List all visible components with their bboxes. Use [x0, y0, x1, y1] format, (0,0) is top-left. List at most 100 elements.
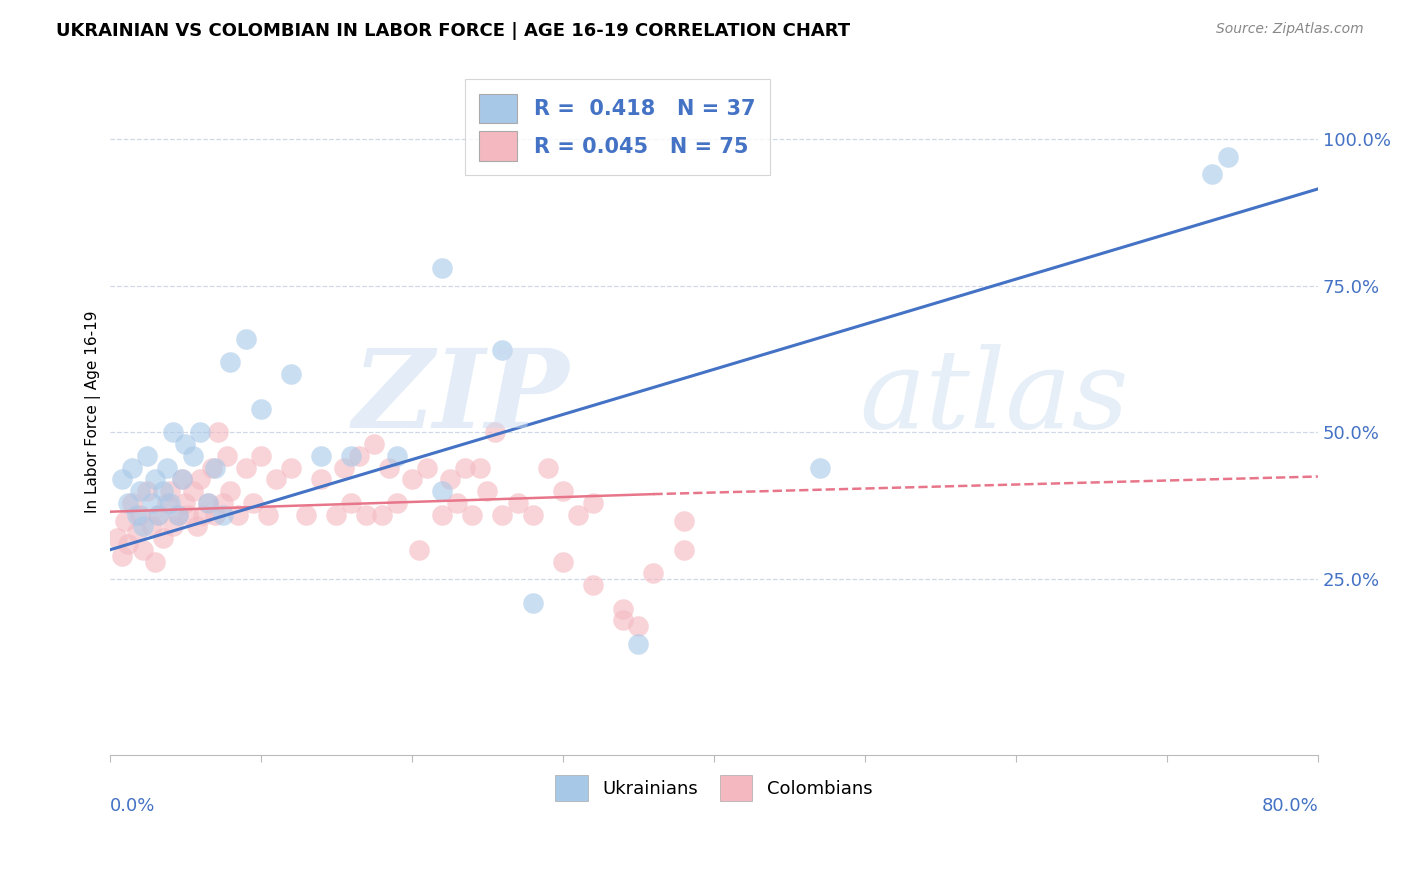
Point	[174, 437, 197, 451]
Point	[356, 508, 378, 522]
Point	[522, 596, 544, 610]
Point	[280, 460, 302, 475]
Point	[193, 508, 215, 522]
Point	[204, 460, 226, 475]
Point	[146, 508, 169, 522]
Point	[235, 332, 257, 346]
Point	[385, 449, 408, 463]
Point	[152, 531, 174, 545]
Text: 80.0%: 80.0%	[1261, 797, 1319, 814]
Point	[551, 555, 574, 569]
Point	[333, 460, 356, 475]
Point	[808, 460, 831, 475]
Point	[249, 449, 271, 463]
Point	[401, 472, 423, 486]
Point	[430, 508, 453, 522]
Point	[159, 496, 181, 510]
Text: Source: ZipAtlas.com: Source: ZipAtlas.com	[1216, 22, 1364, 37]
Point	[125, 508, 148, 522]
Point	[522, 508, 544, 522]
Point	[672, 542, 695, 557]
Point	[111, 472, 134, 486]
Point	[1216, 150, 1239, 164]
Point	[172, 472, 194, 486]
Point	[264, 472, 287, 486]
Point	[128, 484, 150, 499]
Point	[378, 460, 401, 475]
Point	[461, 508, 484, 522]
Point	[117, 496, 139, 510]
Point	[166, 508, 188, 522]
Point	[439, 472, 461, 486]
Point	[174, 496, 197, 510]
Point	[1201, 167, 1223, 181]
Point	[612, 601, 634, 615]
Point	[132, 542, 155, 557]
Point	[491, 508, 513, 522]
Point	[181, 484, 204, 499]
Text: ZIP: ZIP	[353, 344, 569, 452]
Point	[446, 496, 468, 510]
Point	[226, 508, 249, 522]
Point	[582, 496, 605, 510]
Point	[197, 496, 219, 510]
Point	[177, 508, 200, 522]
Point	[204, 508, 226, 522]
Point	[567, 508, 589, 522]
Point	[188, 472, 211, 486]
Point	[166, 508, 188, 522]
Point	[537, 460, 560, 475]
Point	[484, 425, 506, 440]
Legend: Ukrainians, Colombians: Ukrainians, Colombians	[548, 768, 880, 808]
Point	[612, 613, 634, 627]
Point	[325, 508, 347, 522]
Point	[672, 514, 695, 528]
Point	[156, 460, 179, 475]
Point	[207, 425, 229, 440]
Point	[201, 460, 224, 475]
Point	[627, 619, 650, 633]
Point	[217, 449, 239, 463]
Point	[295, 508, 318, 522]
Point	[643, 566, 665, 581]
Point	[172, 472, 194, 486]
Point	[162, 425, 184, 440]
Point	[114, 514, 136, 528]
Point	[156, 496, 179, 510]
Point	[186, 519, 208, 533]
Point	[280, 367, 302, 381]
Point	[468, 460, 491, 475]
Point	[219, 484, 242, 499]
Point	[152, 484, 174, 499]
Point	[430, 484, 453, 499]
Point	[309, 472, 332, 486]
Point	[136, 484, 159, 499]
Point	[340, 449, 363, 463]
Point	[111, 549, 134, 563]
Text: atlas: atlas	[859, 344, 1129, 452]
Point	[582, 578, 605, 592]
Point	[143, 472, 166, 486]
Point	[347, 449, 370, 463]
Point	[627, 637, 650, 651]
Point	[121, 496, 143, 510]
Point	[212, 508, 235, 522]
Point	[117, 537, 139, 551]
Point	[385, 496, 408, 510]
Point	[212, 496, 235, 510]
Point	[219, 355, 242, 369]
Point	[363, 437, 385, 451]
Text: UKRAINIAN VS COLOMBIAN IN LABOR FORCE | AGE 16-19 CORRELATION CHART: UKRAINIAN VS COLOMBIAN IN LABOR FORCE | …	[56, 22, 851, 40]
Point	[141, 496, 163, 510]
Point	[453, 460, 475, 475]
Point	[416, 460, 439, 475]
Point	[121, 460, 143, 475]
Point	[197, 496, 219, 510]
Point	[257, 508, 280, 522]
Point	[506, 496, 529, 510]
Point	[235, 460, 257, 475]
Point	[340, 496, 363, 510]
Point	[181, 449, 204, 463]
Point	[105, 531, 128, 545]
Point	[143, 555, 166, 569]
